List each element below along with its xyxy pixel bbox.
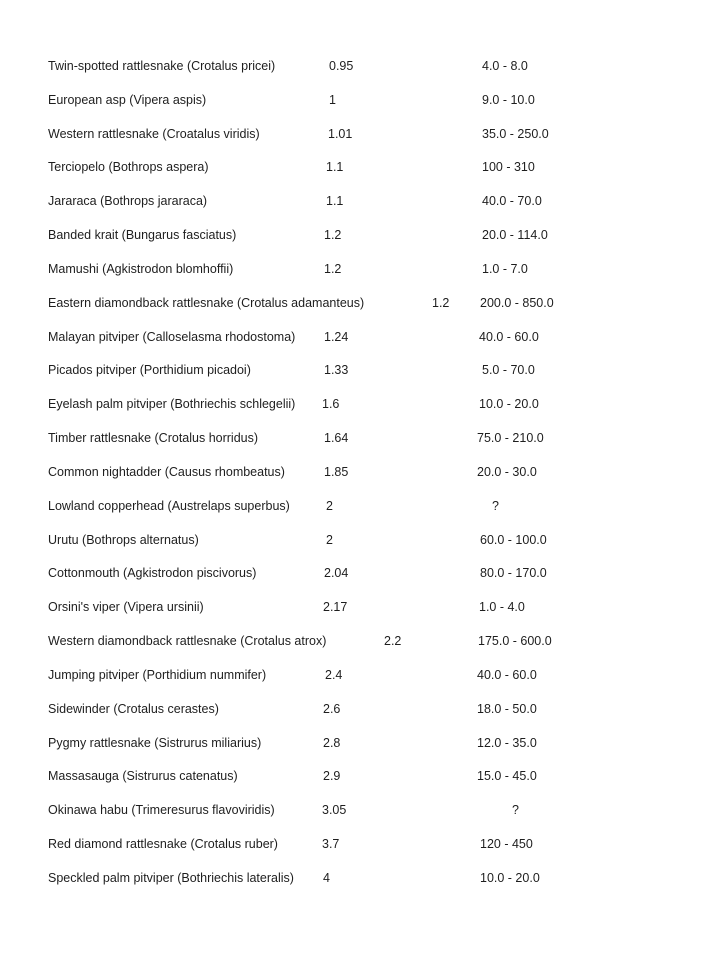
value-cell: 1.1 <box>326 160 344 175</box>
value-cell: 1.2 <box>324 228 342 243</box>
range-cell: 75.0 - 210.0 <box>477 431 544 446</box>
range-cell: 200.0 - 850.0 <box>480 295 554 310</box>
species-name: Western rattlesnake (Croatalus viridis) <box>48 126 260 141</box>
range-cell: 40.0 - 60.0 <box>479 329 539 344</box>
value-cell: 1.2 <box>324 261 342 276</box>
species-name: Terciopelo (Bothrops aspera) <box>48 160 209 175</box>
species-name: Eyelash palm pitviper (Bothriechis schle… <box>48 397 296 412</box>
value-cell: 1.64 <box>324 431 349 446</box>
species-name: Twin-spotted rattlesnake (Crotalus price… <box>48 59 276 73</box>
value-cell: 3.05 <box>322 803 347 818</box>
range-cell: 60.0 - 100.0 <box>480 532 547 547</box>
range-cell: 20.0 - 30.0 <box>477 464 537 479</box>
species-name: Banded krait (Bungarus fasciatus) <box>48 228 237 243</box>
value-cell: 2 <box>326 532 333 547</box>
species-name: Urutu (Bothrops alternatus) <box>48 532 199 547</box>
value-cell: 2 <box>326 498 333 513</box>
value-cell: 2.9 <box>323 769 341 784</box>
value-cell: 1.2 <box>432 295 450 310</box>
value-cell: 1 <box>329 92 336 107</box>
species-name: Picados pitviper (Porthidium picadoi) <box>48 363 251 378</box>
range-cell: 10.0 - 20.0 <box>479 397 539 412</box>
range-cell: 120 - 450 <box>480 837 533 852</box>
value-cell: 2.2 <box>384 634 402 649</box>
value-cell: 1.1 <box>326 194 344 209</box>
range-cell: 40.0 - 60.0 <box>477 667 537 682</box>
value-cell: 1.01 <box>328 126 353 141</box>
value-cell: 4 <box>323 870 330 885</box>
species-name: Common nightadder (Causus rhombeatus) <box>48 464 285 479</box>
value-cell: 1.24 <box>324 329 349 344</box>
species-name: Cottonmouth (Agkistrodon piscivorus) <box>48 566 257 581</box>
species-name: Speckled palm pitviper (Bothriechis late… <box>48 870 294 885</box>
range-cell: 1.0 - 4.0 <box>479 600 525 615</box>
range-cell: 9.0 - 10.0 <box>482 92 535 107</box>
range-cell: 10.0 - 20.0 <box>480 870 540 885</box>
species-name: Mamushi (Agkistrodon blomhoffii) <box>48 261 234 276</box>
range-cell: 15.0 - 45.0 <box>477 769 537 784</box>
value-cell: 2.04 <box>324 566 349 581</box>
range-cell: 100 - 310 <box>482 160 535 175</box>
value-cell: 2.4 <box>325 667 343 682</box>
range-cell: 80.0 - 170.0 <box>480 566 547 581</box>
species-name: Massasauga (Sistrurus catenatus) <box>48 769 238 784</box>
species-name: Okinawa habu (Trimeresurus flavoviridis) <box>48 803 275 818</box>
species-name: Jumping pitviper (Porthidium nummifer) <box>48 667 267 682</box>
range-cell: 175.0 - 600.0 <box>478 634 552 649</box>
range-cell: 5.0 - 70.0 <box>482 363 535 378</box>
value-cell: 3.7 <box>322 837 340 852</box>
species-name: Pygmy rattlesnake (Sistrurus miliarius) <box>48 735 262 750</box>
species-name: Timber rattlesnake (Crotalus horridus) <box>48 431 259 446</box>
range-cell: ? <box>512 803 519 818</box>
range-cell: 4.0 - 8.0 <box>482 59 528 73</box>
range-cell: 1.0 - 7.0 <box>482 261 528 276</box>
value-cell: 2.17 <box>323 600 348 615</box>
range-cell: 20.0 - 114.0 <box>482 228 548 243</box>
range-cell: 18.0 - 50.0 <box>477 701 537 716</box>
value-cell: 1.85 <box>324 464 349 479</box>
species-name: European asp (Vipera aspis) <box>48 92 207 107</box>
species-name: Malayan pitviper (Calloselasma rhodostom… <box>48 329 296 344</box>
species-name: Western diamondback rattlesnake (Crotalu… <box>48 634 327 649</box>
range-cell: 40.0 - 70.0 <box>482 194 542 209</box>
value-cell: 1.6 <box>322 397 340 412</box>
species-name: Red diamond rattlesnake (Crotalus ruber) <box>48 837 278 852</box>
species-name: Jararaca (Bothrops jararaca) <box>48 194 208 209</box>
species-name: Sidewinder (Crotalus cerastes) <box>48 701 219 716</box>
species-name: Orsini's viper (Vipera ursinii) <box>48 600 204 615</box>
range-cell: 35.0 - 250.0 <box>482 126 549 141</box>
value-cell: 0.95 <box>329 59 354 73</box>
value-cell: 2.6 <box>323 701 341 716</box>
value-cell: 2.8 <box>323 735 341 750</box>
range-cell: 12.0 - 35.0 <box>477 735 537 750</box>
value-cell: 1.33 <box>324 363 349 378</box>
range-cell: ? <box>492 498 499 513</box>
species-name: Eastern diamondback rattlesnake (Crotalu… <box>48 295 365 310</box>
species-name: Lowland copperhead (Austrelaps superbus) <box>48 498 290 513</box>
